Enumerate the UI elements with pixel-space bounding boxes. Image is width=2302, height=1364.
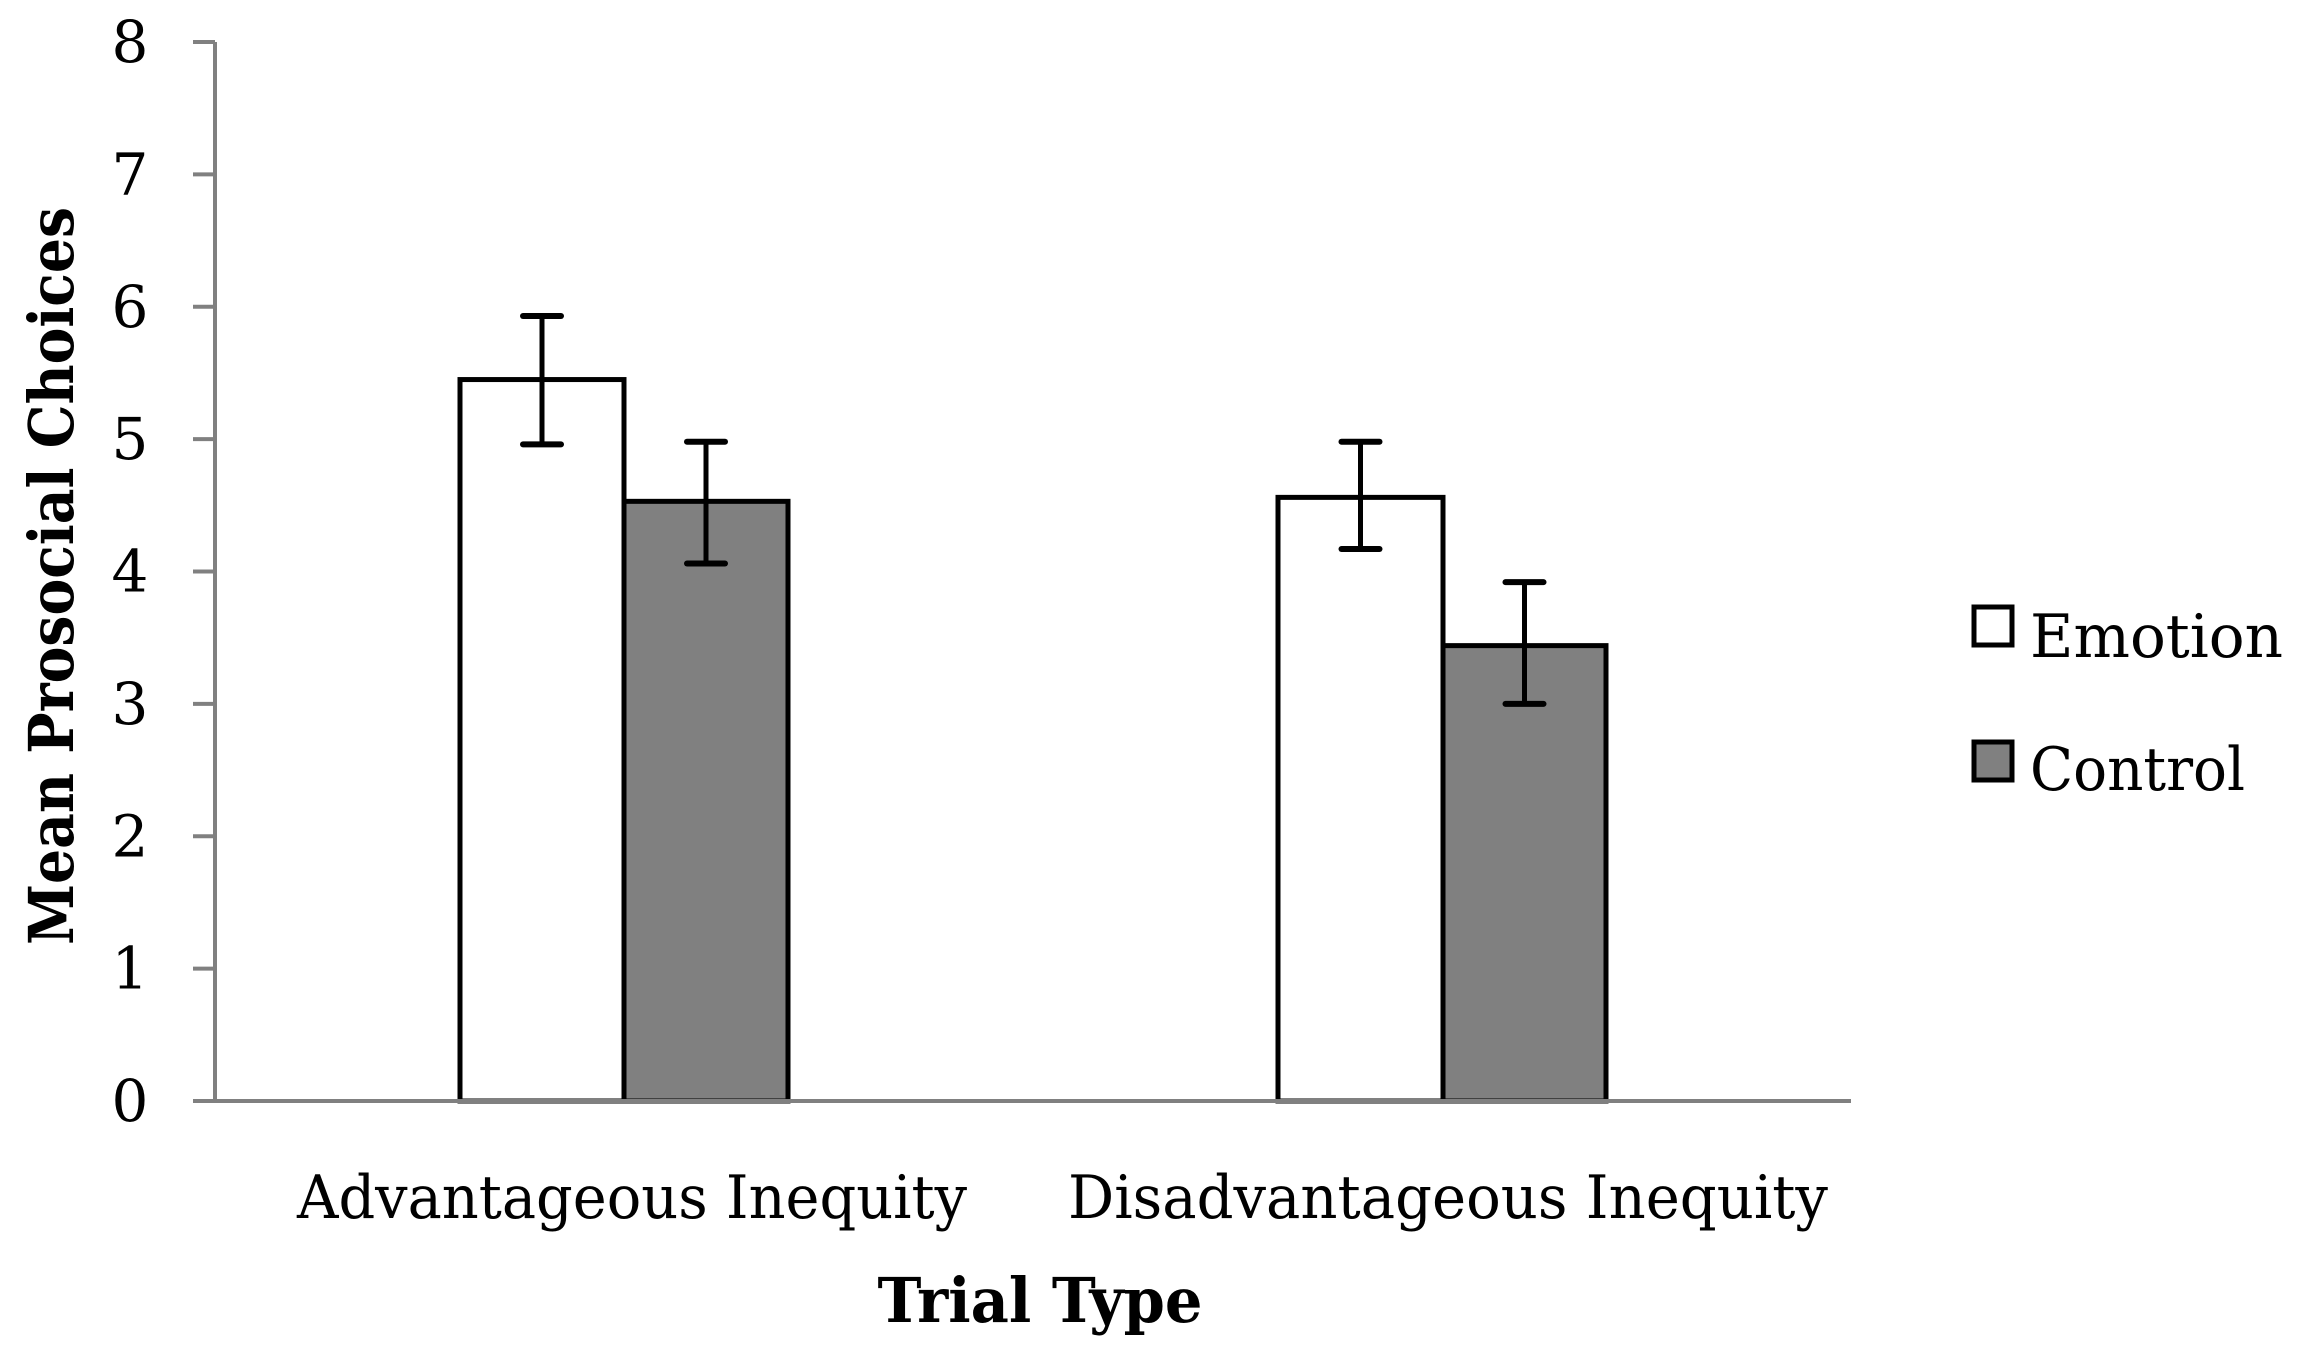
y-tick-label: 0 (112, 1067, 149, 1135)
y-tick-label: 6 (112, 273, 149, 341)
bar-emotion (457, 377, 627, 1104)
bar-emotion (1275, 494, 1446, 1104)
bar-group (1275, 438, 1609, 1104)
bars (457, 313, 1609, 1104)
y-tick-label: 8 (112, 8, 149, 76)
error-bar-emotion (1338, 438, 1383, 552)
legend-item-control: Control (1971, 735, 2245, 805)
legend-item-emotion: Emotion (1971, 602, 2283, 672)
x-axis-title: Trial Type (878, 1264, 1203, 1337)
bar-control (621, 498, 791, 1104)
legend-swatch-control (1971, 739, 2015, 783)
y-tick-label: 7 (112, 140, 149, 208)
legend: Emotion Control (1971, 602, 2283, 805)
category-label-disadvantageous: Disadvantageous Inequity (1068, 1163, 1828, 1233)
y-tick-label: 1 (112, 935, 149, 1003)
y-axis-ticks: 0 1 2 3 4 5 6 7 8 (112, 8, 215, 1135)
error-bar-control (684, 438, 728, 567)
error-bar-control (1502, 579, 1547, 707)
y-tick-label: 5 (112, 405, 149, 473)
legend-swatch-emotion (1971, 604, 2015, 648)
y-tick-label: 3 (112, 670, 149, 738)
legend-label-emotion: Emotion (2030, 602, 2283, 672)
axes (193, 42, 1851, 1103)
y-axis-title: Mean Prosocial Choices (15, 207, 88, 945)
category-label-advantageous: Advantageous Inequity (296, 1163, 967, 1233)
category-labels: Advantageous Inequity Disadvantageous In… (296, 1163, 1828, 1233)
bar-group (457, 313, 791, 1104)
bar-control (1440, 643, 1609, 1104)
y-tick-label: 4 (112, 538, 149, 606)
legend-label-control: Control (2030, 735, 2245, 805)
y-tick-label: 2 (112, 802, 149, 870)
error-bar-emotion (520, 313, 564, 448)
